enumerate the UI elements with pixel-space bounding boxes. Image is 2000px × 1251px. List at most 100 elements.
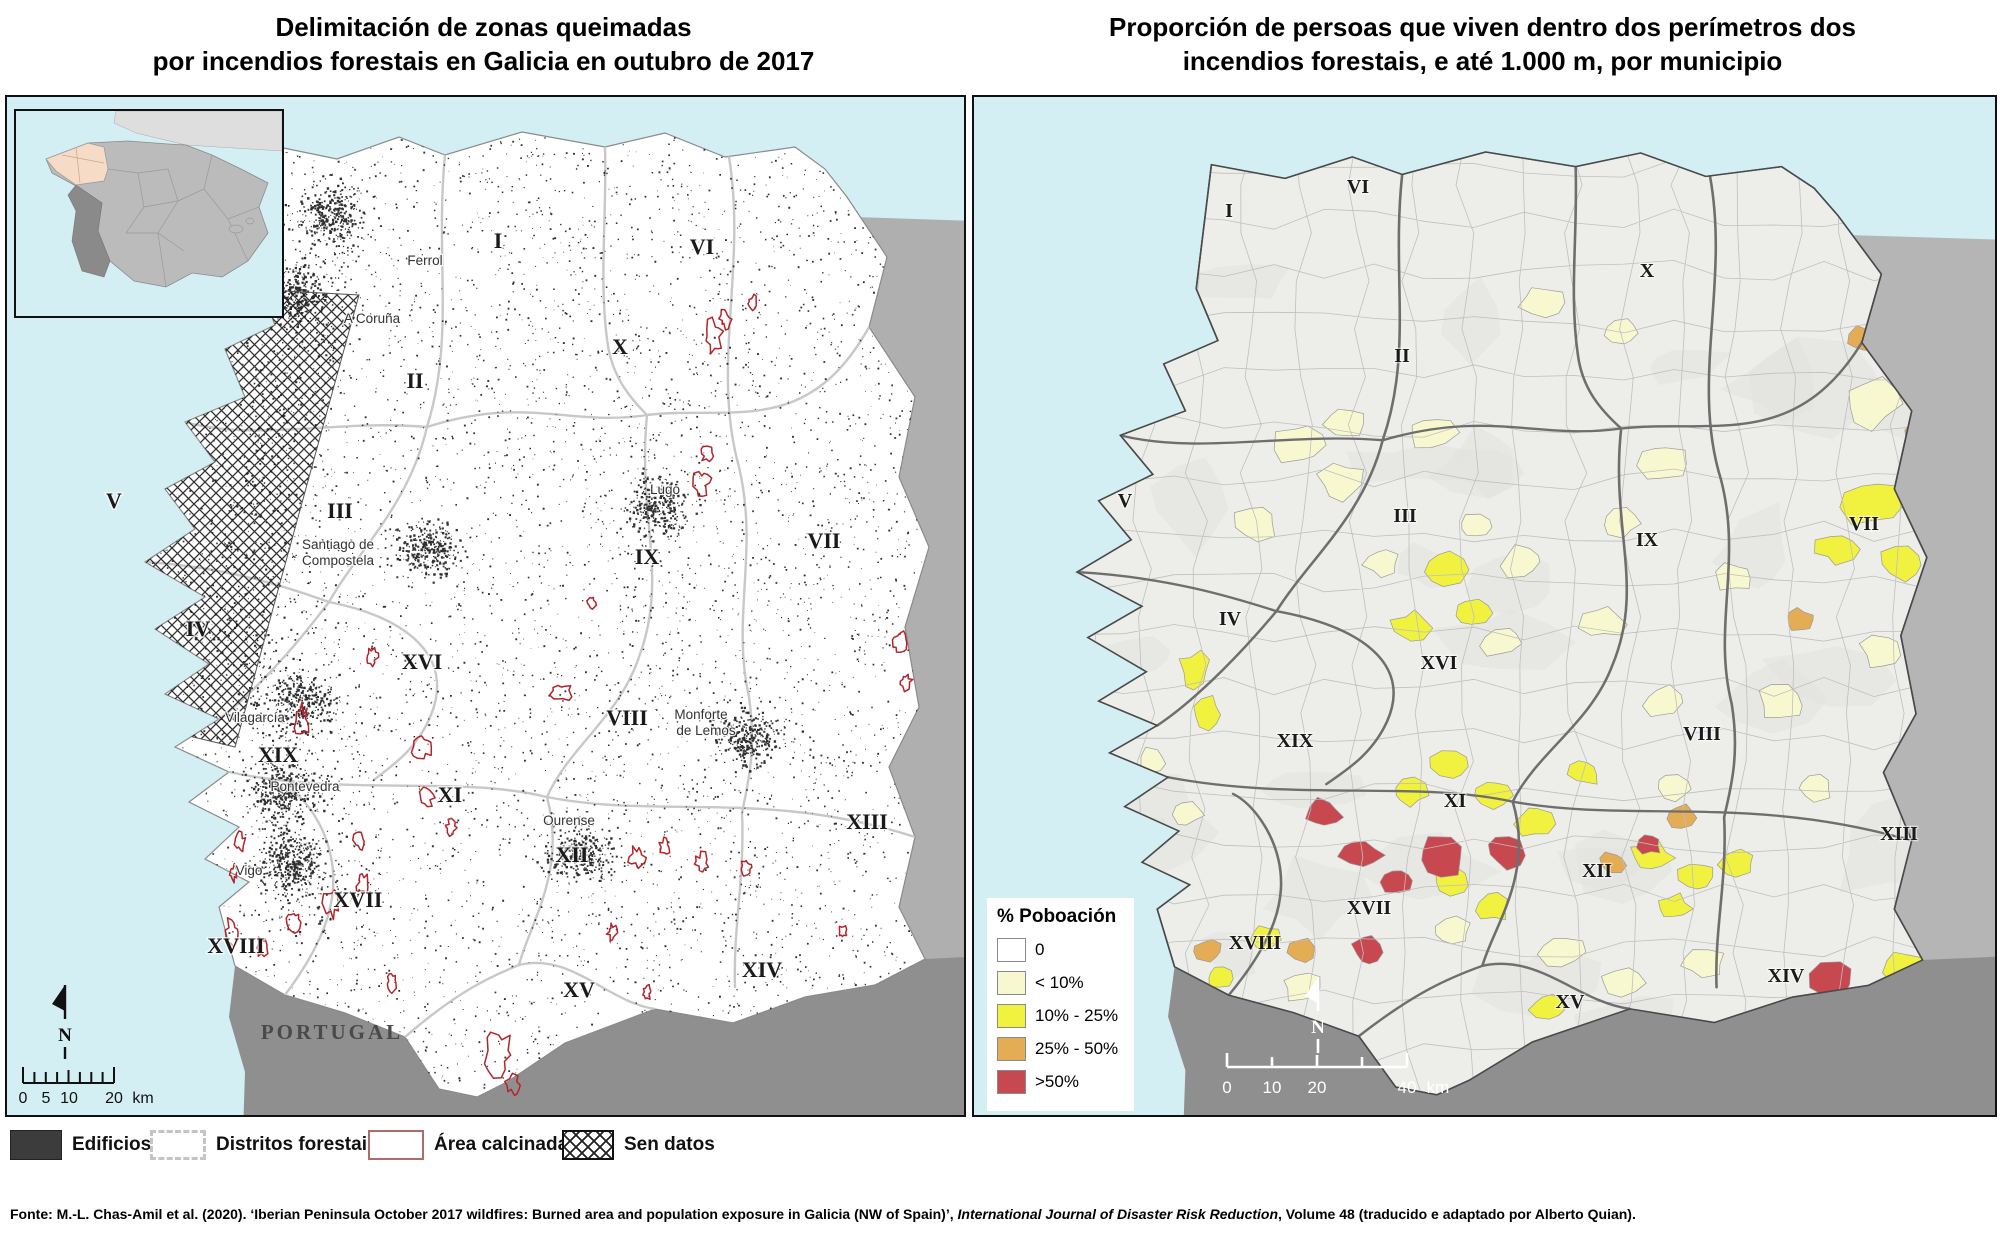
inset-portugal: [67, 184, 111, 278]
legend-item-edificios: Edificios: [10, 1130, 151, 1160]
legend-swatch-gt50: [997, 1069, 1026, 1094]
left-map-generated-layers: [7, 97, 964, 1115]
right-region-XII: XII: [1582, 860, 1612, 882]
distritos-swatch: [150, 1130, 206, 1160]
legend-label-lt10: < 10%: [1035, 972, 1084, 992]
city-label-vigo: Vigo: [236, 863, 263, 878]
inset-map: [14, 109, 284, 318]
city-label-monforte-2: de Lemos: [676, 723, 736, 738]
legend-row-10-25: 10% - 25%: [997, 999, 1134, 1032]
left-region-X: X: [612, 334, 628, 359]
country-label-portugal: PORTUGAL: [261, 1020, 403, 1044]
left-region-XIX: XIX: [258, 742, 298, 767]
city-label-a-coruna: A Coruña: [344, 311, 401, 326]
right-region-XVI: XVI: [1421, 652, 1458, 674]
right-map-title-line2: incendios forestais, e até 1.000 m, por …: [1182, 46, 1783, 76]
city-label-ourense: Ourense: [543, 813, 595, 828]
legend-swatch-lt10: [997, 970, 1026, 995]
right-north-arrow: N: [1305, 977, 1325, 1053]
right-region-XI: XI: [1444, 790, 1466, 812]
left-map-svg: I II III IV V VI VII VIII IX X XI XII XI…: [7, 97, 964, 1115]
burned-areas-layer: [224, 293, 914, 1097]
left-region-XVI: XVI: [402, 649, 442, 674]
right-map-generated-layers: [974, 97, 1995, 1115]
city-label-santiago-1: Santiago de: [302, 537, 374, 552]
city-label-pontevedra: Pontevedra: [270, 779, 340, 794]
right-region-XIII: XIII: [1880, 823, 1918, 845]
left-north-arrow: N: [52, 985, 72, 1059]
left-region-XV: XV: [563, 977, 595, 1002]
scale-unit: km: [1427, 1078, 1450, 1097]
left-region-XVII: XVII: [334, 887, 383, 912]
edificios-swatch: [10, 1130, 62, 1160]
left-city-labels: Ferrol A Coruña Lugo Santiago de Compost…: [224, 252, 737, 1044]
right-region-I: I: [1225, 200, 1233, 222]
left-region-XI: XI: [438, 782, 462, 807]
right-map-title-line1: Proporción de persoas que viven dentro d…: [1109, 12, 1856, 42]
north-arrow-flag-icon: [1305, 977, 1318, 1003]
municipalities-lt10: [1105, 191, 1904, 1002]
legend-swatch-0: [997, 937, 1026, 962]
legend-row-0: 0: [997, 933, 1134, 966]
inset-galicia-borders: [61, 146, 105, 184]
left-region-IV: IV: [186, 616, 211, 641]
scale-tick-20: 20: [105, 1090, 123, 1107]
scale-tick-0: 0: [19, 1090, 28, 1107]
left-region-VIII: VIII: [606, 705, 648, 730]
edificios-label: Edificios: [72, 1134, 152, 1155]
right-region-labels: I II III IV V VI VII VIII IX X XI XII XI…: [1117, 175, 1920, 1015]
legend-row-lt10: < 10%: [997, 966, 1134, 999]
right-region-XV: XV: [1556, 991, 1585, 1013]
sen-datos-label: Sen datos: [624, 1134, 715, 1155]
legend-item-sen-datos: Sen datos: [562, 1130, 715, 1160]
left-region-labels: I II III IV V VI VII VIII IX X XI XII XI…: [105, 227, 890, 1004]
inset-region-borders: [107, 154, 260, 288]
inset-balearic-1: [228, 224, 244, 234]
area-calcinada-label: Área calcinada: [434, 1134, 569, 1155]
scale-bar-ruler: [1225, 1053, 1409, 1069]
left-region-II: II: [406, 368, 423, 393]
right-region-XIV: XIV: [1768, 965, 1805, 987]
left-region-XVIII: XVIII: [207, 933, 264, 958]
left-map-title-line1: Delimitación de zonas queimadas: [275, 12, 692, 42]
scale-tick-5: 5: [42, 1090, 51, 1107]
left-region-VII: VII: [807, 528, 840, 553]
legend-row-gt50: >50%: [997, 1065, 1134, 1098]
area-calcinada-swatch: [368, 1130, 424, 1160]
legend-swatch-25-50: [997, 1036, 1026, 1061]
right-region-XVIII: XVIII: [1229, 932, 1281, 954]
north-arrow-flag-icon: [52, 985, 65, 1011]
north-arrow-n-label: N: [58, 1025, 72, 1046]
right-region-VII: VII: [1849, 513, 1879, 535]
distritos-label: Distritos forestais: [216, 1134, 378, 1155]
right-region-VI: VI: [1347, 176, 1369, 198]
right-scale-bar: 0 10 20 40 km: [1222, 1053, 1449, 1097]
legend-label-0: 0: [1035, 939, 1045, 959]
right-region-IX: IX: [1636, 529, 1659, 551]
left-region-I: I: [494, 228, 503, 253]
left-region-VI: VI: [690, 234, 714, 259]
left-region-V: V: [106, 488, 122, 513]
city-label-santiago-2: Compostela: [302, 553, 375, 568]
right-region-XVII: XVII: [1347, 897, 1392, 919]
right-region-IV: IV: [1219, 608, 1242, 630]
right-map-svg: I II III IV V VI VII VIII IX X XI XII XI…: [974, 97, 1995, 1115]
right-region-II: II: [1394, 345, 1410, 367]
left-region-IX: IX: [635, 544, 660, 569]
scale-tick-10: 10: [1263, 1078, 1282, 1097]
left-map-title: Delimitación de zonas queimadas por ince…: [5, 10, 962, 78]
legend-label-25-50: 25% - 50%: [1035, 1038, 1119, 1058]
legend-item-distritos: Distritos forestais: [150, 1130, 378, 1160]
source-citation: Fonte: M.-L. Chas-Amil et al. (2020). ‘I…: [10, 1206, 1960, 1222]
right-region-VIII: VIII: [1683, 723, 1721, 745]
scale-tick-40: 40: [1398, 1078, 1417, 1097]
legend-label-gt50: >50%: [1035, 1071, 1079, 1091]
source-text-after: , Volume 48 (traducido e adaptado por Al…: [1278, 1206, 1636, 1222]
right-region-XIX: XIX: [1277, 730, 1314, 752]
source-journal-name: International Journal of Disaster Risk R…: [957, 1206, 1279, 1222]
inset-galicia-highlight: [45, 142, 109, 186]
left-region-XII: XII: [555, 842, 588, 867]
right-map-title: Proporción de persoas que viven dentro d…: [972, 10, 1993, 78]
population-legend-title: % Poboación: [997, 906, 1117, 927]
